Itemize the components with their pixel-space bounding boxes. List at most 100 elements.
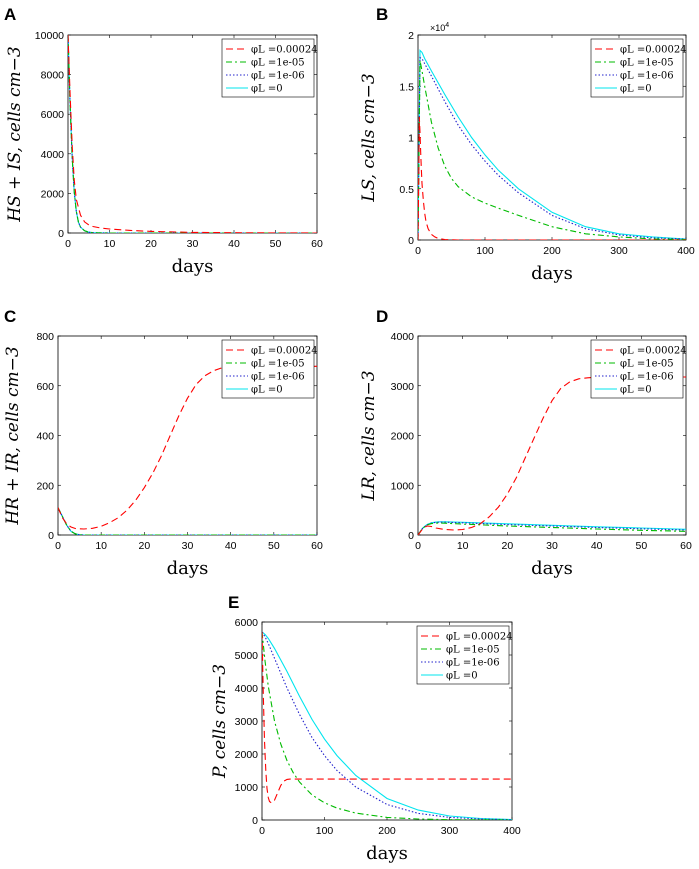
y-tick-label: 1.5 bbox=[399, 81, 414, 93]
panel-e: E0 100 200 300 4000100020003000400050006000d… bbox=[210, 593, 521, 864]
series-line-1 bbox=[418, 522, 686, 535]
legend-label: φL =1e-05 bbox=[620, 58, 674, 69]
x-tick-label: 50 bbox=[635, 540, 647, 552]
series-line-2 bbox=[418, 56, 686, 240]
legend-label: φL =0.00024 bbox=[620, 45, 687, 56]
legend-label: φL =1e-06 bbox=[446, 658, 500, 669]
x-tick-label: 40 bbox=[591, 540, 603, 552]
x-tick-label: 30 bbox=[182, 540, 194, 552]
legend-label: φL =0.00024 bbox=[251, 346, 318, 357]
y-axis-label: HR + IR, cells cm−3 bbox=[3, 346, 23, 525]
y-tick-label: 800 bbox=[36, 331, 54, 343]
series-line-1 bbox=[58, 507, 317, 535]
y-axis-label: LR, cells cm−3 bbox=[359, 370, 379, 501]
x-tick-label: 400 bbox=[677, 245, 695, 257]
y-tick-label: 8000 bbox=[41, 70, 65, 82]
x-tick-label: 10 bbox=[457, 540, 469, 552]
legend-label: φL =0 bbox=[620, 84, 652, 95]
y-tick-label: 200 bbox=[36, 480, 54, 492]
x-tick-label: 0 bbox=[55, 540, 61, 552]
legend-label: φL =1e-05 bbox=[251, 58, 305, 69]
y-tick-label: 0 bbox=[58, 228, 64, 240]
y-tick-label: 1000 bbox=[391, 480, 415, 492]
panel-a: A 0 10 20 30 40 50 60 0 2000 4000 6000 8000 10000 days… bbox=[4, 5, 323, 277]
x-tick-label: 100 bbox=[476, 245, 494, 257]
y-tick-label: 3000 bbox=[235, 716, 259, 728]
y-axis-label: HS + IS, cells cm−3 bbox=[5, 46, 25, 222]
x-tick-label: 40 bbox=[228, 238, 240, 250]
legend-label: φL =0 bbox=[251, 84, 283, 95]
legend-box bbox=[221, 38, 315, 98]
y-tick-label: 0 bbox=[408, 530, 414, 542]
series-line-3 bbox=[262, 631, 512, 820]
y-tick-label: 3000 bbox=[391, 381, 415, 393]
panel-letter: A bbox=[4, 5, 16, 24]
y-tick-label: 4000 bbox=[391, 331, 415, 343]
y-axis-label: P, cells cm−3 bbox=[210, 664, 230, 779]
x-axis-label: days bbox=[531, 263, 573, 284]
x-tick-label: 10 bbox=[95, 540, 107, 552]
x-tick-label: 60 bbox=[311, 540, 323, 552]
series-line-0 bbox=[418, 116, 686, 240]
x-tick-label: 40 bbox=[225, 540, 237, 552]
x-tick-label: 60 bbox=[680, 540, 692, 552]
x-tick-label: 50 bbox=[270, 238, 282, 250]
legend-label: φL =1e-06 bbox=[620, 372, 674, 383]
x-tick-label: 200 bbox=[378, 825, 396, 837]
x-tick-label: 0 bbox=[415, 540, 421, 552]
legend-label: φL =1e-06 bbox=[251, 372, 305, 383]
x-tick-label: 60 bbox=[311, 238, 323, 250]
y-tick-label: 1000 bbox=[235, 782, 259, 794]
x-tick-label: 0 bbox=[415, 245, 421, 257]
x-tick-label: 20 bbox=[138, 540, 150, 552]
y-axis-label: LS, cells cm−3 bbox=[359, 73, 379, 202]
x-tick-label: 30 bbox=[187, 238, 199, 250]
x-tick-label: 30 bbox=[546, 540, 558, 552]
legend-label: φL =1e-05 bbox=[251, 359, 305, 370]
series-line-3 bbox=[418, 49, 686, 240]
legend-label: φL =0 bbox=[620, 385, 652, 396]
x-tick-label: 300 bbox=[610, 245, 628, 257]
x-axis-label: days bbox=[167, 558, 209, 579]
y-tick-label: 2 bbox=[408, 30, 414, 42]
x-tick-label: 20 bbox=[145, 238, 157, 250]
panel-letter: E bbox=[228, 593, 239, 612]
series-line-0 bbox=[418, 376, 686, 535]
x-tick-label: 0 bbox=[65, 238, 71, 250]
y-tick-label: 600 bbox=[36, 381, 54, 393]
legend-label: φL =1e-06 bbox=[251, 71, 305, 82]
y-tick-label: 1 bbox=[408, 133, 414, 145]
y-tick-label: 0 bbox=[48, 530, 54, 542]
legend-label: φL =0 bbox=[251, 385, 283, 396]
panel-letter: D bbox=[376, 307, 388, 326]
series-line-0 bbox=[262, 631, 512, 804]
legend-label: φL =0.00024 bbox=[446, 632, 513, 643]
series-line-1 bbox=[68, 35, 317, 233]
y-tick-label: 0 bbox=[408, 235, 414, 247]
legend-label: φL =1e-05 bbox=[446, 645, 500, 656]
y-tick-label: 2000 bbox=[41, 188, 65, 200]
y-tick-label: 0.5 bbox=[399, 184, 414, 196]
x-axis-label: days bbox=[531, 558, 573, 579]
legend-label: φL =0.00024 bbox=[620, 346, 687, 357]
panel-b: B 0 100 200 300 400 0 0.5 1 1.5 2 ×104 days LS, cells… bbox=[359, 5, 695, 284]
x-tick-label: 10 bbox=[104, 238, 116, 250]
x-axis-label: days bbox=[172, 256, 214, 277]
y-exponent-label: ×104 bbox=[430, 22, 449, 33]
x-tick-label: 0 bbox=[259, 825, 265, 837]
panel-letter: B bbox=[376, 5, 388, 24]
x-tick-label: 50 bbox=[268, 540, 280, 552]
x-tick-label: 200 bbox=[543, 245, 561, 257]
y-tick-label: 5000 bbox=[235, 650, 259, 662]
x-tick-label: 300 bbox=[441, 825, 459, 837]
y-tick-label: 2000 bbox=[235, 749, 259, 761]
panel-letter: C bbox=[4, 307, 16, 326]
x-tick-label: 20 bbox=[501, 540, 513, 552]
x-tick-label: 100 bbox=[316, 825, 334, 837]
panel-d: D 0 10 20 30 40 50 60 0 1000 2000 3000 4000 days LR, c… bbox=[359, 307, 692, 579]
legend-label: φL =1e-05 bbox=[620, 359, 674, 370]
y-tick-label: 4000 bbox=[41, 149, 65, 161]
y-tick-label: 400 bbox=[36, 431, 54, 443]
